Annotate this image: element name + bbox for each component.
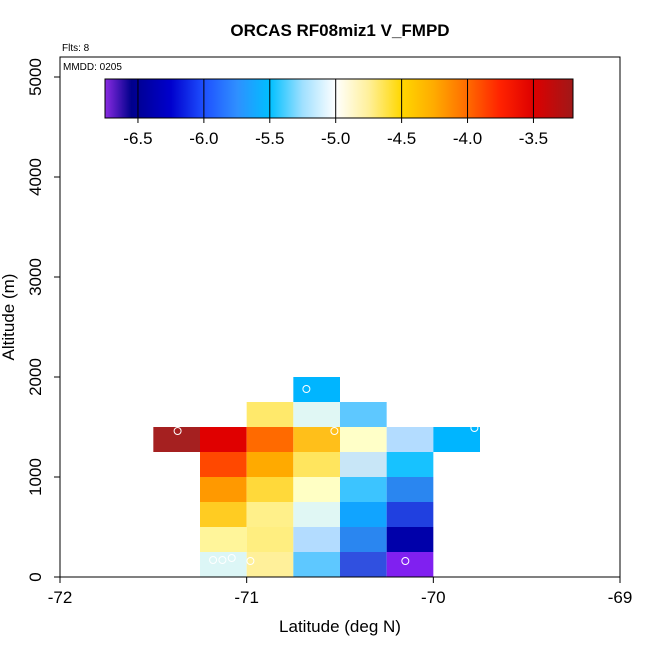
heatmap-cell (200, 527, 247, 552)
heatmap-cell (246, 452, 294, 477)
heatmap-cell (200, 427, 247, 452)
x-axis: -72 -71 -70 -69 (48, 577, 633, 607)
x-tick-label: -69 (608, 588, 633, 607)
y-axis-title: Altitude (m) (0, 274, 18, 361)
heatmap-cell (340, 502, 387, 527)
y-tick-label: 5000 (26, 58, 45, 96)
heatmap-cell (340, 452, 387, 477)
heatmap-cell (153, 427, 200, 452)
data-point (302, 385, 311, 393)
plot-frame (59, 56, 621, 578)
heatmap-cell (293, 452, 340, 477)
date-annotation: MMDD: 0205 (63, 62, 122, 73)
heatmap-cell (200, 477, 247, 502)
y-tick-label: 3000 (26, 258, 45, 296)
heatmap-cell (340, 527, 387, 552)
data-point (330, 427, 339, 435)
heatmap-cell (340, 552, 387, 577)
heatmap-cell (293, 377, 340, 402)
y-tick-label: 1000 (26, 458, 45, 496)
chart-title: ORCAS RF08miz1 V_FMPD (230, 21, 449, 40)
heatmap-cell (246, 427, 294, 452)
colorbar-tick-label: -6.0 (189, 129, 218, 148)
data-point (209, 556, 218, 564)
heatmap-cell (293, 402, 340, 427)
heatmap-cell (200, 502, 247, 527)
heatmap-cell (293, 527, 340, 552)
y-tick-label: 2000 (26, 358, 45, 396)
y-tick-label: 0 (26, 572, 45, 581)
heatmap-cell (386, 427, 434, 452)
x-tick-label: -72 (48, 588, 73, 607)
colorbar-tick-label: -4.5 (387, 129, 416, 148)
points-layer (173, 385, 479, 565)
heatmap-cell (386, 552, 434, 577)
cells-layer (153, 377, 480, 577)
colorbar-tick-label: -4.0 (453, 129, 482, 148)
data-point (401, 557, 410, 565)
heatmap-cell (386, 502, 434, 527)
heatmap-cell (293, 427, 340, 452)
data-point (227, 554, 236, 562)
heatmap-cell (200, 552, 247, 577)
y-tick-label: 4000 (26, 158, 45, 196)
colorbar-tick-label: -6.5 (123, 129, 152, 148)
colorbar: -6.5 -6.0 -5.5 -5.0 -4.5 -4.0 -3.5 (104, 78, 574, 148)
heatmap-cell (386, 452, 434, 477)
heatmap-cell (246, 527, 294, 552)
heatmap-cell (200, 452, 247, 477)
colorbar-gradient (104, 78, 574, 119)
heatmap-cell (340, 402, 387, 427)
heatmap-cell (340, 427, 387, 452)
heatmap-cell (246, 502, 294, 527)
heatmap-cell (293, 477, 340, 502)
data-point (246, 557, 255, 565)
heatmap-cell (340, 477, 387, 502)
heatmap-cell (386, 527, 434, 552)
colorbar-tick-label: -5.5 (255, 129, 284, 148)
x-tick-label: -71 (234, 588, 259, 607)
heatmap-cell (293, 502, 340, 527)
flights-annotation: Flts: 8 (62, 43, 90, 54)
x-tick-label: -70 (421, 588, 446, 607)
data-point (470, 424, 479, 432)
y-axis: 0 1000 2000 3000 4000 5000 (26, 58, 60, 582)
data-point (218, 556, 227, 564)
heatmap-cell (246, 477, 294, 502)
heatmap-cell (246, 552, 294, 577)
heatmap-cell (246, 402, 294, 427)
heatmap-cell (293, 552, 340, 577)
heatmap-cell (386, 477, 434, 502)
data-point (173, 427, 182, 435)
colorbar-tick-label: -3.5 (519, 129, 548, 148)
x-axis-title: Latitude (deg N) (279, 617, 401, 636)
colorbar-tick-label: -5.0 (321, 129, 350, 148)
